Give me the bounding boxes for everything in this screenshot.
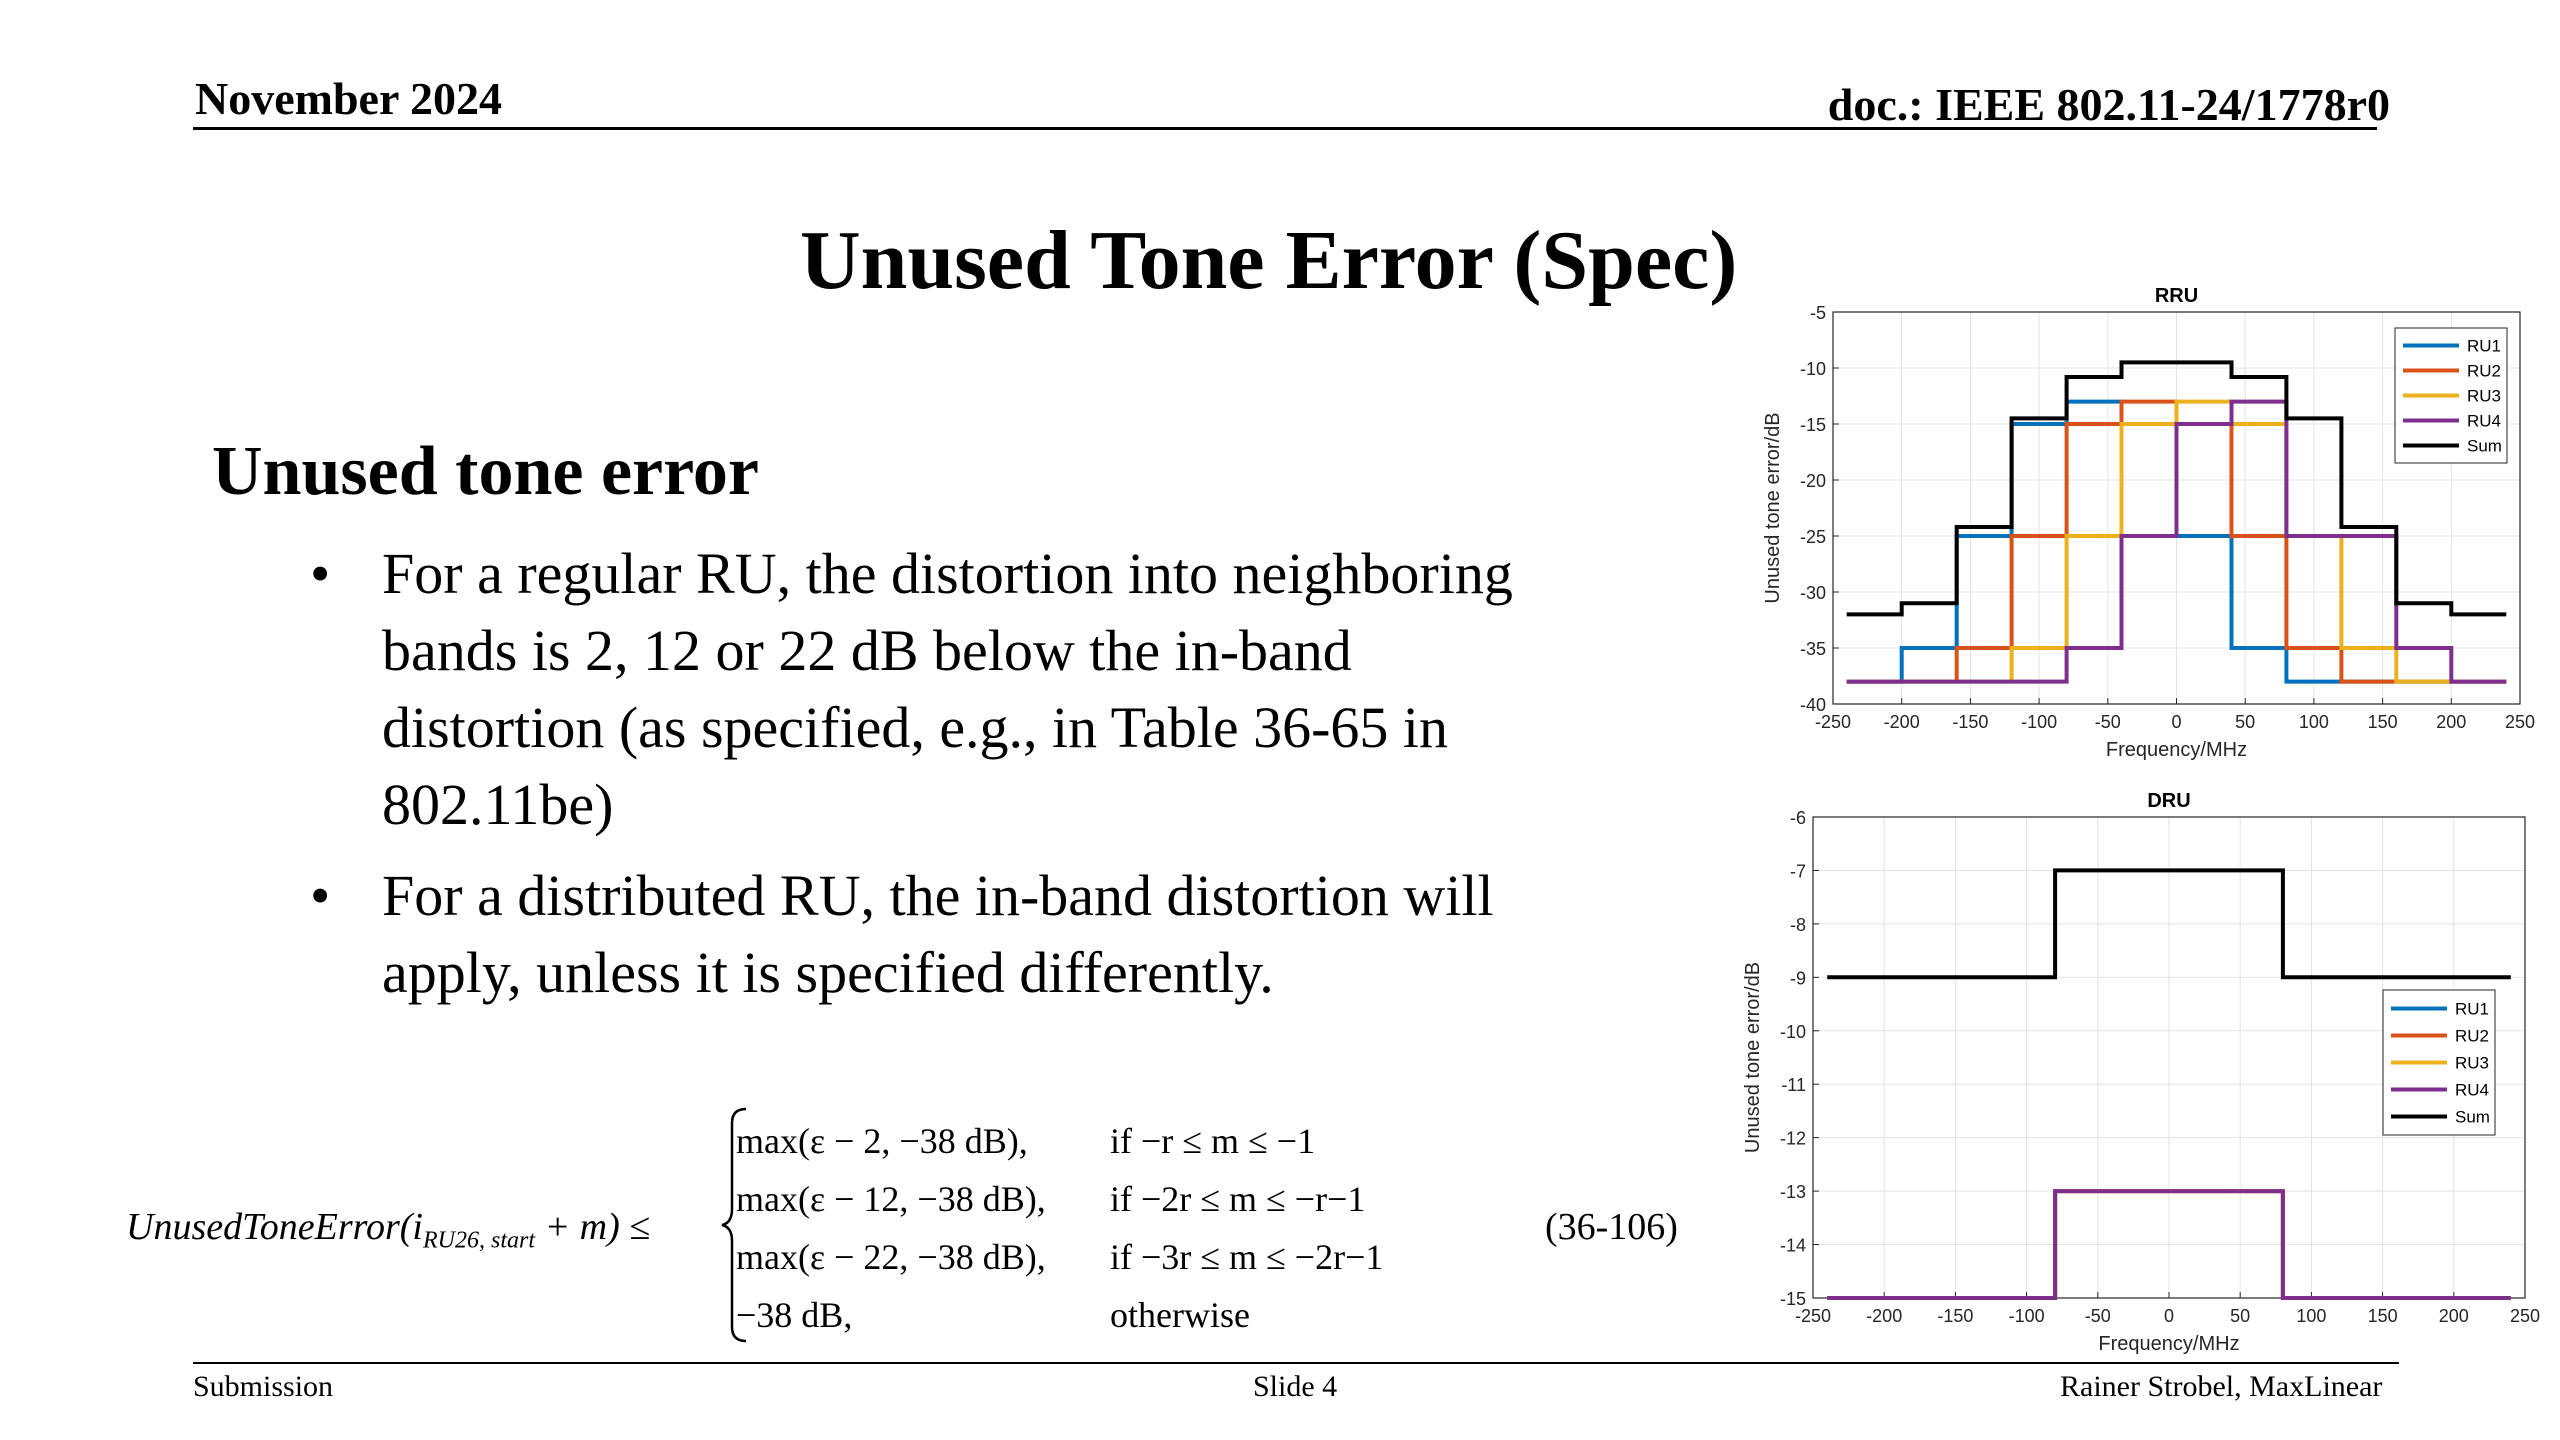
x-tick-label: -50 xyxy=(2085,1306,2111,1326)
x-axis-label: Frequency/MHz xyxy=(2098,1333,2239,1355)
y-tick-label: -5 xyxy=(1810,303,1826,323)
x-tick-label: 50 xyxy=(2230,1306,2250,1326)
formula-case-condition: otherwise xyxy=(1110,1295,1250,1335)
formula-case-value: max(ε − 2, −38 dB), xyxy=(736,1121,1028,1161)
x-tick-label: 200 xyxy=(2439,1306,2469,1326)
section-title: Unused tone error xyxy=(212,433,759,510)
footer-slide-number: Slide 4 xyxy=(1253,1370,1338,1403)
legend-entry: RU1 xyxy=(2455,1000,2489,1019)
y-axis-label: Unused tone error/dB xyxy=(1742,962,1764,1153)
formula-case-value: −38 dB, xyxy=(736,1295,853,1335)
formula-brace xyxy=(721,1107,747,1343)
formula-lhs-tail: + m) ≤ xyxy=(535,1206,651,1248)
series-line-ru2 xyxy=(1846,399,2507,684)
y-tick-label: -11 xyxy=(1781,1075,1806,1095)
x-tick-label: 250 xyxy=(2510,1306,2540,1326)
y-tick-label: -13 xyxy=(1780,1182,1806,1202)
y-tick-label: -15 xyxy=(1780,1289,1806,1309)
rru-chart: -250 -200 -150 -100 -50 0 50 100 150 200 250 -40 -35… xyxy=(1762,285,2535,761)
x-tick-label: 0 xyxy=(2171,712,2181,732)
legend-entry: Sum xyxy=(2455,1108,2490,1127)
legend-entry: RU4 xyxy=(2467,412,2501,431)
y-tick-label: -8 xyxy=(1790,915,1806,935)
formula-lhs: UnusedToneError(iRU26, start + m) ≤ xyxy=(126,1205,650,1255)
x-tick-label: -150 xyxy=(1952,712,1988,732)
series-line-ru3 xyxy=(1846,399,2507,684)
legend-entry: RU2 xyxy=(2467,362,2501,381)
x-tick-label: -250 xyxy=(1795,1306,1831,1326)
header-date: November 2024 xyxy=(195,73,503,124)
y-tick-label: -7 xyxy=(1790,861,1806,881)
x-tick-label: -200 xyxy=(1866,1306,1902,1326)
x-tick-label: -150 xyxy=(1937,1306,1973,1326)
series-line-sum xyxy=(1827,868,2511,980)
legend-entry: RU3 xyxy=(2455,1054,2489,1073)
x-tick-label: -250 xyxy=(1815,712,1851,732)
bullet-item: • For a regular RU, the distortion into n… xyxy=(300,535,1540,843)
legend-entry: RU3 xyxy=(2467,387,2501,406)
x-tick-label: 0 xyxy=(2164,1306,2174,1326)
slide-title: Unused Tone Error (Spec) xyxy=(800,214,1738,307)
legend-entry: Sum xyxy=(2467,437,2502,456)
dru-chart: -250 -200 -150 -100 -50 0 50 100 150 200 250 -15 -14… xyxy=(1742,790,2540,1355)
formula-case-value: max(ε − 12, −38 dB), xyxy=(736,1179,1046,1219)
bullet-dot: • xyxy=(310,541,331,606)
plot-frame xyxy=(1812,816,2526,1299)
formula-case-condition: if −r ≤ m ≤ −1 xyxy=(1110,1121,1316,1161)
formula-case-value: max(ε − 22, −38 dB), xyxy=(736,1237,1046,1277)
bullet-text: For a regular RU, the distortion into ne… xyxy=(382,541,1513,837)
x-tick-label: 50 xyxy=(2235,712,2255,732)
chart-title: RRU xyxy=(2155,285,2198,307)
y-tick-label: -10 xyxy=(1780,1022,1806,1042)
legend-entry: RU2 xyxy=(2455,1027,2489,1046)
equation-number: (36-106) xyxy=(1545,1206,1678,1248)
y-tick-label: -35 xyxy=(1800,639,1826,659)
series-line-ru4 xyxy=(1827,1189,2511,1300)
bullet-item: • For a distributed RU, the in-band disto… xyxy=(300,857,1540,1011)
x-tick-label: 100 xyxy=(2299,712,2329,732)
y-tick-label: -10 xyxy=(1800,359,1826,379)
formula-case-condition: if −3r ≤ m ≤ −2r−1 xyxy=(1110,1237,1384,1277)
x-tick-label: 100 xyxy=(2296,1306,2326,1326)
formula-lhs-subscript: RU26, start xyxy=(423,1227,536,1254)
x-tick-label: -100 xyxy=(2021,712,2057,732)
legend-entry: RU4 xyxy=(2455,1081,2489,1100)
y-tick-label: -14 xyxy=(1780,1236,1806,1256)
x-tick-label: 150 xyxy=(2368,1306,2398,1326)
footer-submission: Submission xyxy=(193,1370,334,1403)
y-tick-label: -30 xyxy=(1800,583,1826,603)
bullet-dot: • xyxy=(310,863,331,928)
y-tick-label: -6 xyxy=(1790,808,1806,828)
y-tick-label: -20 xyxy=(1800,471,1826,491)
x-tick-label: 250 xyxy=(2505,712,2535,732)
bullet-list: • For a regular RU, the distortion into n… xyxy=(300,535,1540,1025)
x-tick-label: -50 xyxy=(2095,712,2121,732)
y-axis-label: Unused tone error/dB xyxy=(1762,412,1784,603)
series-line-ru4 xyxy=(1846,399,2507,684)
footer-rule xyxy=(193,1362,2399,1364)
y-tick-label: -9 xyxy=(1790,968,1806,988)
series-line-sum xyxy=(1846,360,2507,617)
footer-author: Rainer Strobel, MaxLinear xyxy=(2060,1370,2383,1403)
x-tick-label: -100 xyxy=(2009,1306,2045,1326)
x-tick-label: -200 xyxy=(1884,712,1920,732)
formula-lhs-name: UnusedToneError(i xyxy=(126,1206,423,1248)
y-tick-label: -15 xyxy=(1800,415,1826,435)
y-tick-label: -40 xyxy=(1800,695,1826,715)
y-tick-label: -12 xyxy=(1780,1129,1806,1149)
legend-entry: RU1 xyxy=(2467,337,2501,356)
header-doc-number: doc.: IEEE 802.11-24/1778r0 xyxy=(1827,79,2390,130)
x-tick-label: 150 xyxy=(2368,712,2398,732)
y-tick-label: -25 xyxy=(1800,527,1826,547)
chart-title: DRU xyxy=(2147,790,2190,812)
unused-tone-error-formula: UnusedToneError(iRU26, start + m) ≤ max(… xyxy=(120,1105,1720,1345)
plot-frame xyxy=(1832,311,2521,705)
x-tick-label: 200 xyxy=(2436,712,2466,732)
x-axis-label: Frequency/MHz xyxy=(2106,739,2247,761)
bullet-text: For a distributed RU, the in-band distor… xyxy=(382,863,1494,1005)
formula-case-condition: if −2r ≤ m ≤ −r−1 xyxy=(1110,1179,1366,1219)
header-rule xyxy=(193,127,2377,130)
